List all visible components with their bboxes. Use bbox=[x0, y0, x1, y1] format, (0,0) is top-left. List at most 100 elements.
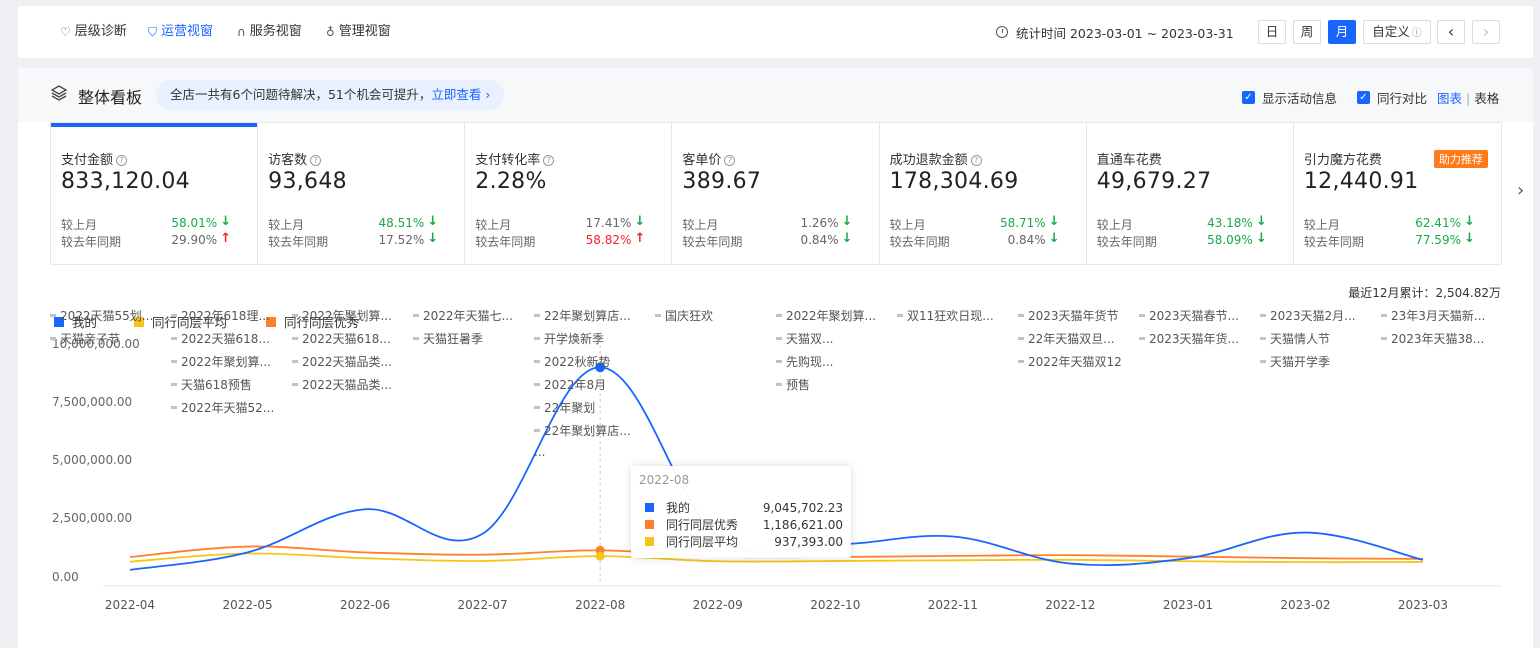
metric-label: 引力魔方花费 bbox=[1304, 149, 1382, 168]
activity-event-label[interactable]: 22年聚划算店... bbox=[534, 307, 631, 324]
activity-event-label[interactable]: 2023天猫2月... bbox=[1260, 307, 1356, 324]
activity-event-label[interactable]: 2022天猫618... bbox=[171, 330, 270, 347]
help-icon[interactable]: ? bbox=[724, 155, 736, 166]
activity-event-label[interactable]: 2022年聚划算... bbox=[776, 307, 876, 324]
compare-last-year-label: 较去年同期 bbox=[61, 235, 122, 249]
mom-change: 58.01% bbox=[171, 216, 218, 230]
metrics-next-arrow[interactable]: › bbox=[1517, 180, 1525, 201]
activity-event-label[interactable]: 2022年天猫双12 bbox=[1018, 353, 1122, 370]
arrow-down-icon: ↓ bbox=[1255, 231, 1267, 246]
layers-icon bbox=[50, 85, 68, 101]
x-axis-tick-label: 2022-12 bbox=[1045, 598, 1096, 612]
tab-service-view[interactable]: ∩ 服务视窗 bbox=[237, 6, 302, 58]
activity-event-label[interactable]: 天猫开学季 bbox=[1260, 353, 1330, 370]
metric-card[interactable]: 直通车花费 49,679.27 较上月 43.18% ↓ 较去年同期 58.09% ↓ bbox=[1087, 123, 1294, 264]
next-period-button[interactable]: › bbox=[1472, 20, 1500, 44]
arrow-down-icon: ↓ bbox=[427, 214, 439, 229]
x-axis-tick-label: 2022-06 bbox=[340, 598, 391, 612]
x-axis-tick-label: 2022-10 bbox=[810, 598, 861, 612]
activity-event-label[interactable]: 2022天猫品类... bbox=[292, 376, 392, 393]
activity-event-label[interactable]: 22年聚划 bbox=[534, 399, 595, 416]
help-icon[interactable]: ? bbox=[310, 155, 322, 166]
activity-event-label[interactable]: 双11狂欢日现... bbox=[897, 307, 994, 324]
help-icon[interactable]: ? bbox=[116, 155, 128, 166]
notice-text: 全店一共有6个问题待解决，51个机会可提升， bbox=[170, 87, 432, 102]
metric-card[interactable]: 支付金额? 833,120.04 较上月 58.01% ↓ 较去年同期 29.90% ↑ bbox=[51, 123, 259, 264]
period-custom-button[interactable]: 自定义 ⓘ bbox=[1363, 20, 1431, 44]
tooltip-swatch bbox=[645, 520, 654, 529]
activity-event-label[interactable]: 2023天猫年货... bbox=[1139, 330, 1239, 347]
activity-event-label[interactable]: 天猫618预售 bbox=[171, 376, 252, 393]
activity-event-label[interactable]: 先购现... bbox=[776, 353, 833, 370]
activity-event-label[interactable]: 22年聚划算店... bbox=[534, 422, 631, 439]
yoy-change: 0.84% bbox=[800, 233, 839, 247]
arrow-down-icon: ↓ bbox=[634, 214, 646, 229]
activity-event-label[interactable]: 天猫亲子节 bbox=[50, 330, 120, 347]
prev-period-button[interactable]: ‹ bbox=[1437, 20, 1465, 44]
compare-last-year-label: 较去年同期 bbox=[1096, 235, 1157, 249]
mom-change: 48.51% bbox=[378, 216, 425, 230]
arrow-up-icon: ↑ bbox=[220, 231, 232, 246]
tab-operations-view[interactable]: ⛉ 运营视窗 bbox=[148, 6, 213, 58]
show-activity-checkbox[interactable]: ✓ 显示活动信息 bbox=[1242, 88, 1337, 107]
tab-management-view[interactable]: ♁ 管理视窗 bbox=[326, 6, 391, 58]
period-day-button[interactable]: 日 bbox=[1258, 20, 1286, 44]
panel-header: 整体看板 全店一共有6个问题待解决，51个机会可提升，立即查看 › ✓ 显示活动… bbox=[18, 68, 1533, 122]
metric-card[interactable]: 支付转化率? 2.28% 较上月 17.41% ↓ 较去年同期 58.82% ↑ bbox=[465, 123, 673, 264]
x-axis-tick-label: 2022-07 bbox=[457, 598, 508, 612]
activity-event-label[interactable]: ... bbox=[534, 445, 546, 459]
activity-event-label[interactable]: 2022秋新势 bbox=[534, 353, 611, 370]
metric-label-text: 直通车花费 bbox=[1096, 153, 1162, 168]
tab-level-diagnosis[interactable]: ♡ 层级诊断 bbox=[60, 6, 127, 58]
activity-event-label[interactable]: 2022天猫618... bbox=[292, 330, 391, 347]
boost-badge[interactable]: 助力推荐 bbox=[1433, 150, 1488, 168]
metric-cards: 支付金额? 833,120.04 较上月 58.01% ↓ 较去年同期 29.90% ↑ 访客数… bbox=[50, 122, 1502, 265]
chart-view-link[interactable]: 图表 bbox=[1437, 91, 1463, 106]
arrow-down-icon: ↓ bbox=[220, 214, 232, 229]
check-icon: ✓ bbox=[1242, 91, 1255, 104]
activity-event-label[interactable]: 2022年618理... bbox=[171, 307, 270, 324]
period-month-button[interactable]: 月 bbox=[1328, 20, 1356, 44]
activity-event-label[interactable]: 2022天猫55划... bbox=[50, 307, 153, 324]
activity-event-label[interactable]: 23年3月天猫新... bbox=[1381, 307, 1485, 324]
activity-event-label[interactable]: 天猫双... bbox=[776, 330, 833, 347]
metric-label-text: 访客数 bbox=[268, 153, 308, 168]
activity-event-label[interactable]: 天猫狂暑季 bbox=[413, 330, 483, 347]
metric-card[interactable]: 访客数? 93,648 较上月 48.51% ↓ 较去年同期 17.52% ↓ bbox=[258, 123, 466, 264]
activity-event-label[interactable]: 2023天猫年货节 bbox=[1018, 307, 1119, 324]
highlight-point-1[interactable] bbox=[595, 551, 605, 561]
x-axis-tick-label: 2023-02 bbox=[1280, 598, 1331, 612]
activity-event-label[interactable]: 2022年天猫52... bbox=[171, 399, 274, 416]
activity-event-label[interactable]: 预售 bbox=[776, 376, 810, 393]
activity-event-label[interactable]: 2022天猫品类... bbox=[292, 353, 392, 370]
help-icon[interactable]: ? bbox=[543, 155, 555, 166]
activity-event-label[interactable]: 2023年天猫38... bbox=[1381, 330, 1484, 347]
period-week-button[interactable]: 周 bbox=[1293, 20, 1321, 44]
peer-compare-checkbox[interactable]: ✓ 同行对比 bbox=[1357, 88, 1427, 107]
activity-event-label[interactable]: 2022年8月 bbox=[534, 376, 606, 393]
x-axis-tick-label: 2022-08 bbox=[575, 598, 626, 612]
tooltip-series-name: 我的 bbox=[666, 501, 691, 515]
metric-label: 支付金额? bbox=[61, 149, 128, 168]
x-axis-tick-label: 2023-03 bbox=[1397, 598, 1449, 612]
activity-event-label[interactable]: 2022年聚划算... bbox=[171, 353, 271, 370]
help-icon[interactable]: ? bbox=[970, 155, 982, 166]
y-axis-tick-label: 7,500,000.00 bbox=[52, 395, 133, 409]
metric-label: 直通车花费 bbox=[1097, 149, 1162, 168]
activity-event-label[interactable]: 2022年聚划算... bbox=[292, 307, 392, 324]
table-view-link[interactable]: 表格 bbox=[1474, 91, 1500, 106]
medal-icon: ♁ bbox=[326, 25, 335, 39]
activity-event-label[interactable]: 开学焕新季 bbox=[534, 330, 604, 347]
activity-event-label[interactable]: 天猫情人节 bbox=[1260, 330, 1330, 347]
activity-event-label[interactable]: 22年天猫双旦... bbox=[1018, 330, 1115, 347]
activity-event-label[interactable]: 国庆狂欢 bbox=[655, 307, 713, 324]
metric-card[interactable]: 引力魔方花费 助力推荐 12,440.91 较上月 62.41% ↓ 较去年同期 77.59%… bbox=[1294, 123, 1501, 264]
custom-label: 自定义 bbox=[1372, 24, 1410, 39]
tab-label: 运营视窗 bbox=[161, 24, 214, 39]
activity-event-label[interactable]: 2022年天猫七... bbox=[413, 307, 513, 324]
metric-card[interactable]: 客单价? 389.67 较上月 1.26% ↓ 较去年同期 0.84% ↓ bbox=[672, 123, 880, 264]
activity-event-label[interactable]: 2023天猫春节... bbox=[1139, 307, 1239, 324]
metric-card[interactable]: 成功退款金额? 178,304.69 较上月 58.71% ↓ 较去年同期 0.84% ↓ bbox=[880, 123, 1087, 264]
stat-time-text: 统计时间 2023-03-01 ~ 2023-03-31 bbox=[1016, 25, 1234, 41]
view-now-link[interactable]: 立即查看 › bbox=[431, 87, 491, 102]
